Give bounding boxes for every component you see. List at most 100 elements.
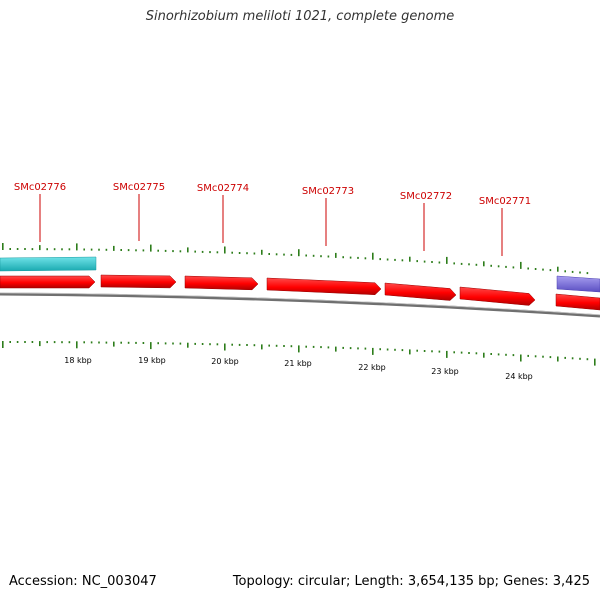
- outer-tick: [68, 248, 71, 251]
- inner-tick: [142, 342, 145, 344]
- inner-tick: [2, 341, 4, 348]
- outer-tick: [157, 249, 159, 252]
- inner-tick: [187, 342, 189, 348]
- inner-tick: [150, 342, 152, 350]
- outer-tick: [349, 256, 352, 259]
- outer-tick: [401, 259, 404, 262]
- inner-tick: [527, 354, 529, 357]
- outer-tick: [83, 248, 85, 251]
- outer-tick: [224, 246, 226, 254]
- outer-tick: [357, 256, 359, 259]
- scale-label-20kbp: 20 kbp: [211, 357, 239, 366]
- gene-label-smc02775[interactable]: SMc02775: [113, 182, 165, 193]
- gene-label-smc02772[interactable]: SMc02772: [400, 191, 452, 202]
- length-label: Length:: [354, 574, 404, 589]
- page-title: Sinorhizobium meliloti 1021, complete ge…: [145, 9, 455, 24]
- outer-tick: [127, 249, 130, 252]
- gene-arrow-smc02775[interactable]: [100, 274, 177, 289]
- inner-tick: [349, 347, 352, 350]
- outer-tick: [246, 252, 248, 255]
- gene-arrows: [0, 274, 600, 311]
- inner-tick: [68, 341, 71, 344]
- inner-tick: [431, 350, 433, 353]
- outer-tick: [216, 251, 219, 254]
- outer-tick: [16, 248, 19, 250]
- inner-tick: [16, 341, 19, 343]
- genome-summary: Topology: circular; Length: 3,654,135 bp…: [233, 574, 590, 589]
- outer-tick: [305, 254, 307, 257]
- outer-tick: [283, 253, 285, 256]
- outer-tick: [98, 248, 100, 251]
- scale-label-19kbp: 19 kbp: [138, 356, 166, 365]
- outer-tick: [564, 270, 566, 273]
- inner-tick: [453, 351, 455, 354]
- genes-label: Genes:: [503, 574, 549, 589]
- outer-tick: [423, 260, 426, 263]
- accession-value: NC_003047: [81, 574, 157, 589]
- gene-label-smc02773[interactable]: SMc02773: [302, 186, 354, 197]
- inner-tick: [394, 348, 396, 351]
- outer-tick: [172, 250, 174, 253]
- gene-arrow-smc02772[interactable]: [384, 282, 457, 301]
- outer-tick: [61, 248, 63, 251]
- inner-tick: [172, 342, 174, 345]
- inner-tick: [39, 341, 41, 347]
- inner-tick: [335, 346, 337, 352]
- inner-tick: [512, 354, 515, 357]
- inner-tick: [105, 341, 108, 344]
- inner-tick: [320, 346, 322, 349]
- gene-arrow-smc02771[interactable]: [459, 286, 536, 306]
- inner-tick: [53, 341, 56, 344]
- accession-label: Accession:: [9, 574, 78, 589]
- gene-label-smc02774[interactable]: SMc02774: [197, 183, 249, 194]
- outer-tick: [416, 260, 418, 263]
- outer-tick: [542, 268, 544, 271]
- inner-tick: [268, 344, 270, 347]
- gene-label-leaders: [39, 194, 503, 256]
- outer-tick: [586, 272, 589, 275]
- inner-tick: [305, 345, 307, 348]
- inner-tick: [327, 346, 330, 349]
- inner-tick: [446, 350, 448, 358]
- outer-tick: [372, 252, 374, 260]
- outer-tick: [231, 251, 233, 254]
- purple-feature-bar[interactable]: [556, 275, 600, 293]
- outer-tick: [268, 253, 270, 255]
- inner-tick: [9, 341, 11, 343]
- inner-tick: [549, 356, 552, 359]
- inner-tick: [342, 346, 344, 349]
- inner-tick: [246, 344, 248, 346]
- inner-tick: [460, 351, 463, 354]
- outer-tick: [298, 249, 300, 257]
- inner-tick: [594, 358, 596, 366]
- inner-tick: [253, 344, 256, 347]
- gene-arrow-smc02773[interactable]: [266, 277, 382, 295]
- inner-tick: [24, 341, 26, 343]
- gene-arrow-smc02776[interactable]: [0, 275, 96, 289]
- inner-tick: [194, 342, 196, 345]
- outer-tick: [105, 248, 108, 251]
- inner-tick: [231, 343, 233, 346]
- inner-tick-track: [2, 341, 596, 366]
- outer-tick: [24, 248, 26, 250]
- inner-tick: [261, 344, 263, 350]
- gene-label-smc02771[interactable]: SMc02771: [479, 196, 531, 207]
- inner-tick: [475, 352, 478, 355]
- gene-arrow-next[interactable]: [555, 293, 600, 311]
- outer-tick-track: [2, 243, 589, 275]
- cyan-feature-bar[interactable]: [0, 256, 97, 272]
- inner-tick: [312, 345, 315, 348]
- outer-tick: [579, 271, 581, 274]
- inner-tick: [534, 355, 537, 358]
- inner-tick: [224, 343, 226, 351]
- outer-tick: [490, 264, 492, 267]
- outer-tick: [549, 269, 552, 272]
- gene-arrow-smc02774[interactable]: [184, 275, 259, 291]
- inner-tick: [542, 355, 544, 358]
- inner-tick: [98, 341, 100, 344]
- outer-tick: [379, 258, 381, 261]
- gene-label-smc02776[interactable]: SMc02776: [14, 182, 66, 193]
- outer-tick: [135, 249, 137, 252]
- inner-tick: [90, 341, 93, 344]
- outer-tick: [468, 263, 470, 266]
